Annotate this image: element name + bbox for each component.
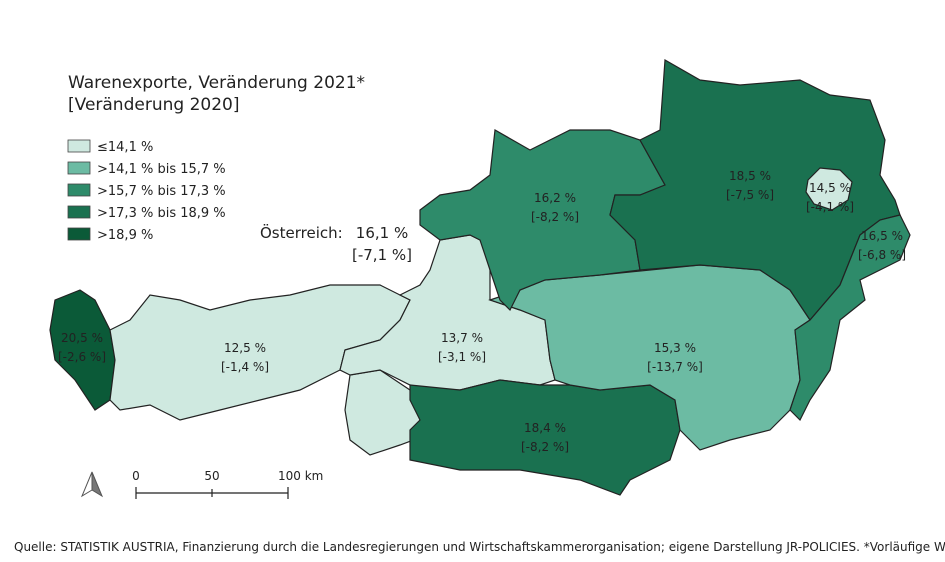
scale-label: 0 — [132, 469, 140, 483]
region — [409, 379, 681, 496]
region-value: 14,5 % — [809, 181, 851, 195]
region-value: 13,7 % — [441, 331, 483, 345]
region-value: 15,3 % — [654, 341, 696, 355]
scale-label: 100 km — [278, 469, 323, 483]
austria-value: 16,1 % — [356, 224, 408, 242]
legend-swatch — [67, 183, 91, 197]
legend-swatch — [67, 139, 91, 153]
region-value: 18,5 % — [729, 169, 771, 183]
legend-swatch — [67, 227, 91, 241]
north-arrow — [80, 471, 104, 498]
region — [789, 214, 911, 422]
title: [Veränderung 2020] — [68, 95, 239, 115]
region-prior: [-13,7 %] — [647, 360, 703, 374]
region-value: 12,5 % — [224, 341, 266, 355]
region-prior: [-8,2 %] — [531, 210, 579, 224]
region-value: 20,5 % — [61, 331, 103, 345]
region-prior: [-4,1 %] — [806, 200, 854, 214]
regions — [49, 59, 911, 496]
region-prior: [-2,6 %] — [58, 350, 106, 364]
legend-label: ≤14,1 % — [97, 140, 153, 155]
region-prior: [-8,2 %] — [521, 440, 569, 454]
austria-prior: [-7,1 %] — [352, 246, 412, 264]
region — [805, 167, 853, 211]
scale-bar — [135, 487, 289, 499]
region-value: 16,2 % — [534, 191, 576, 205]
region-prior: [-7,5 %] — [726, 188, 774, 202]
scale-label: 50 — [204, 469, 219, 483]
region-value: 18,4 % — [524, 421, 566, 435]
austria-label: Österreich: — [260, 223, 343, 242]
legend-swatch — [67, 161, 91, 175]
region — [488, 264, 811, 451]
region-prior: [-1,4 %] — [221, 360, 269, 374]
legend-label: >14,1 % bis 15,7 % — [97, 162, 226, 177]
region-labels: 20,5 % [-2,6 %] 12,5 % [-1,4 %] 13,7 % [-3,1 … — [58, 169, 906, 454]
region-prior: [-6,8 %] — [858, 248, 906, 262]
title: Warenexporte, Veränderung 2021* — [68, 73, 365, 93]
legend: ≤14,1 % >14,1 % bis 15,7 % >15,7 % bis 17,… — [67, 139, 226, 243]
legend-label: >15,7 % bis 17,3 % — [97, 184, 226, 199]
legend-swatch — [67, 205, 91, 219]
region-prior: [-3,1 %] — [438, 350, 486, 364]
region-value: 16,5 % — [861, 229, 903, 243]
source: Quelle: STATISTIK AUSTRIA, Finanzierung … — [14, 540, 945, 554]
legend-label: >18,9 % — [97, 228, 153, 243]
legend-label: >17,3 % bis 18,9 % — [97, 206, 226, 221]
